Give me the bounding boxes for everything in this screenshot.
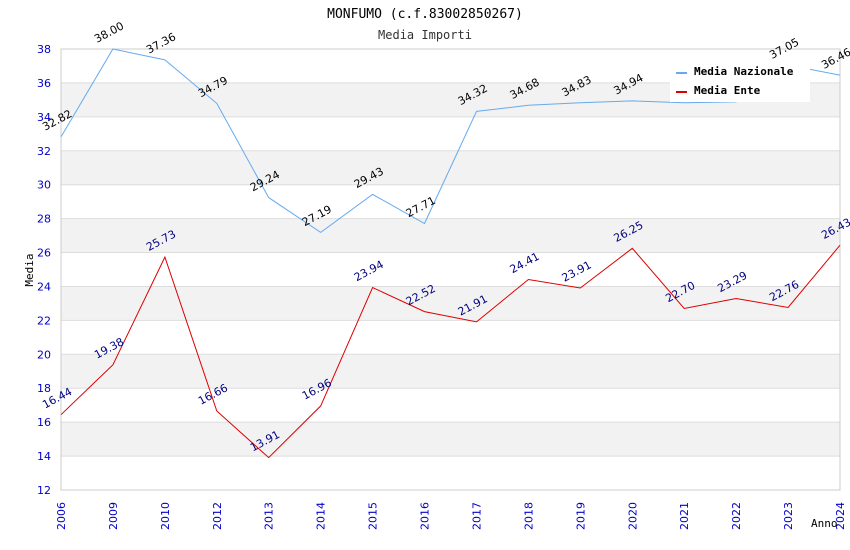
y-tick-label: 38 — [37, 43, 51, 56]
x-tick-label: 2013 — [263, 502, 276, 530]
y-tick-label: 30 — [37, 179, 51, 192]
data-label: 38.00 — [92, 19, 126, 45]
x-tick-label: 2015 — [367, 502, 380, 530]
x-axis-ticks: 2006 2009 2010 2012 2013 2014 2015 2016 2017 2018… — [55, 502, 847, 530]
y-tick-label: 12 — [37, 484, 51, 497]
grid-band — [61, 354, 840, 389]
x-tick-label: 2010 — [159, 502, 172, 530]
x-tick-label: 2016 — [419, 502, 432, 530]
legend-box — [670, 60, 810, 102]
y-axis-label: Media — [23, 253, 36, 286]
y-tick-label: 34 — [37, 111, 51, 124]
x-tick-label: 2021 — [678, 502, 691, 530]
y-tick-label: 14 — [37, 450, 51, 463]
x-tick-label: 2014 — [315, 502, 328, 530]
chart-title: MONFUMO (c.f.83002850267) — [327, 7, 523, 22]
y-tick-label: 28 — [37, 213, 51, 226]
x-tick-label: 2019 — [574, 502, 587, 530]
y-tick-label: 16 — [37, 416, 51, 429]
grid-band — [61, 116, 840, 151]
grid-band — [61, 388, 840, 423]
x-axis-label: Anno — [811, 517, 838, 530]
y-tick-label: 26 — [37, 247, 51, 260]
legend: Media Nazionale Media Ente — [670, 60, 810, 102]
chart-subtitle: Media Importi — [378, 28, 472, 42]
y-tick-label: 36 — [37, 77, 51, 90]
grid-band — [61, 218, 840, 253]
y-tick-label: 22 — [37, 314, 51, 327]
series-lines — [60, 48, 841, 459]
grid-band — [61, 320, 840, 355]
y-tick-label: 24 — [37, 280, 51, 293]
legend-label-media-ente: Media Ente — [694, 84, 761, 97]
grid-band — [61, 422, 840, 457]
x-tick-label: 2017 — [470, 502, 483, 530]
x-tick-label: 2012 — [211, 502, 224, 530]
x-tick-label: 2023 — [782, 502, 795, 530]
x-tick-label: 2009 — [107, 502, 120, 530]
series-line-media-ente — [60, 244, 841, 459]
x-tick-label: 2018 — [522, 502, 535, 530]
x-tick-label: 2006 — [55, 502, 68, 530]
grid-band — [61, 456, 840, 490]
legend-label-media-nazionale: Media Nazionale — [694, 65, 794, 78]
series-line-media-nazionale — [60, 48, 841, 234]
grid-band — [61, 184, 840, 219]
x-tick-label: 2022 — [730, 502, 743, 530]
grid-band — [61, 252, 840, 287]
x-tick-label: 2024 — [834, 502, 847, 530]
y-tick-label: 18 — [37, 382, 51, 395]
grid-bands — [61, 49, 840, 490]
y-tick-label: 32 — [37, 145, 51, 158]
x-tick-label: 2020 — [626, 502, 639, 530]
plot-area-border — [60, 48, 841, 491]
y-tick-label: 20 — [37, 348, 51, 361]
y-axis-ticks: 12 14 16 18 20 22 24 26 28 30 32 34 36 38 — [37, 43, 51, 497]
